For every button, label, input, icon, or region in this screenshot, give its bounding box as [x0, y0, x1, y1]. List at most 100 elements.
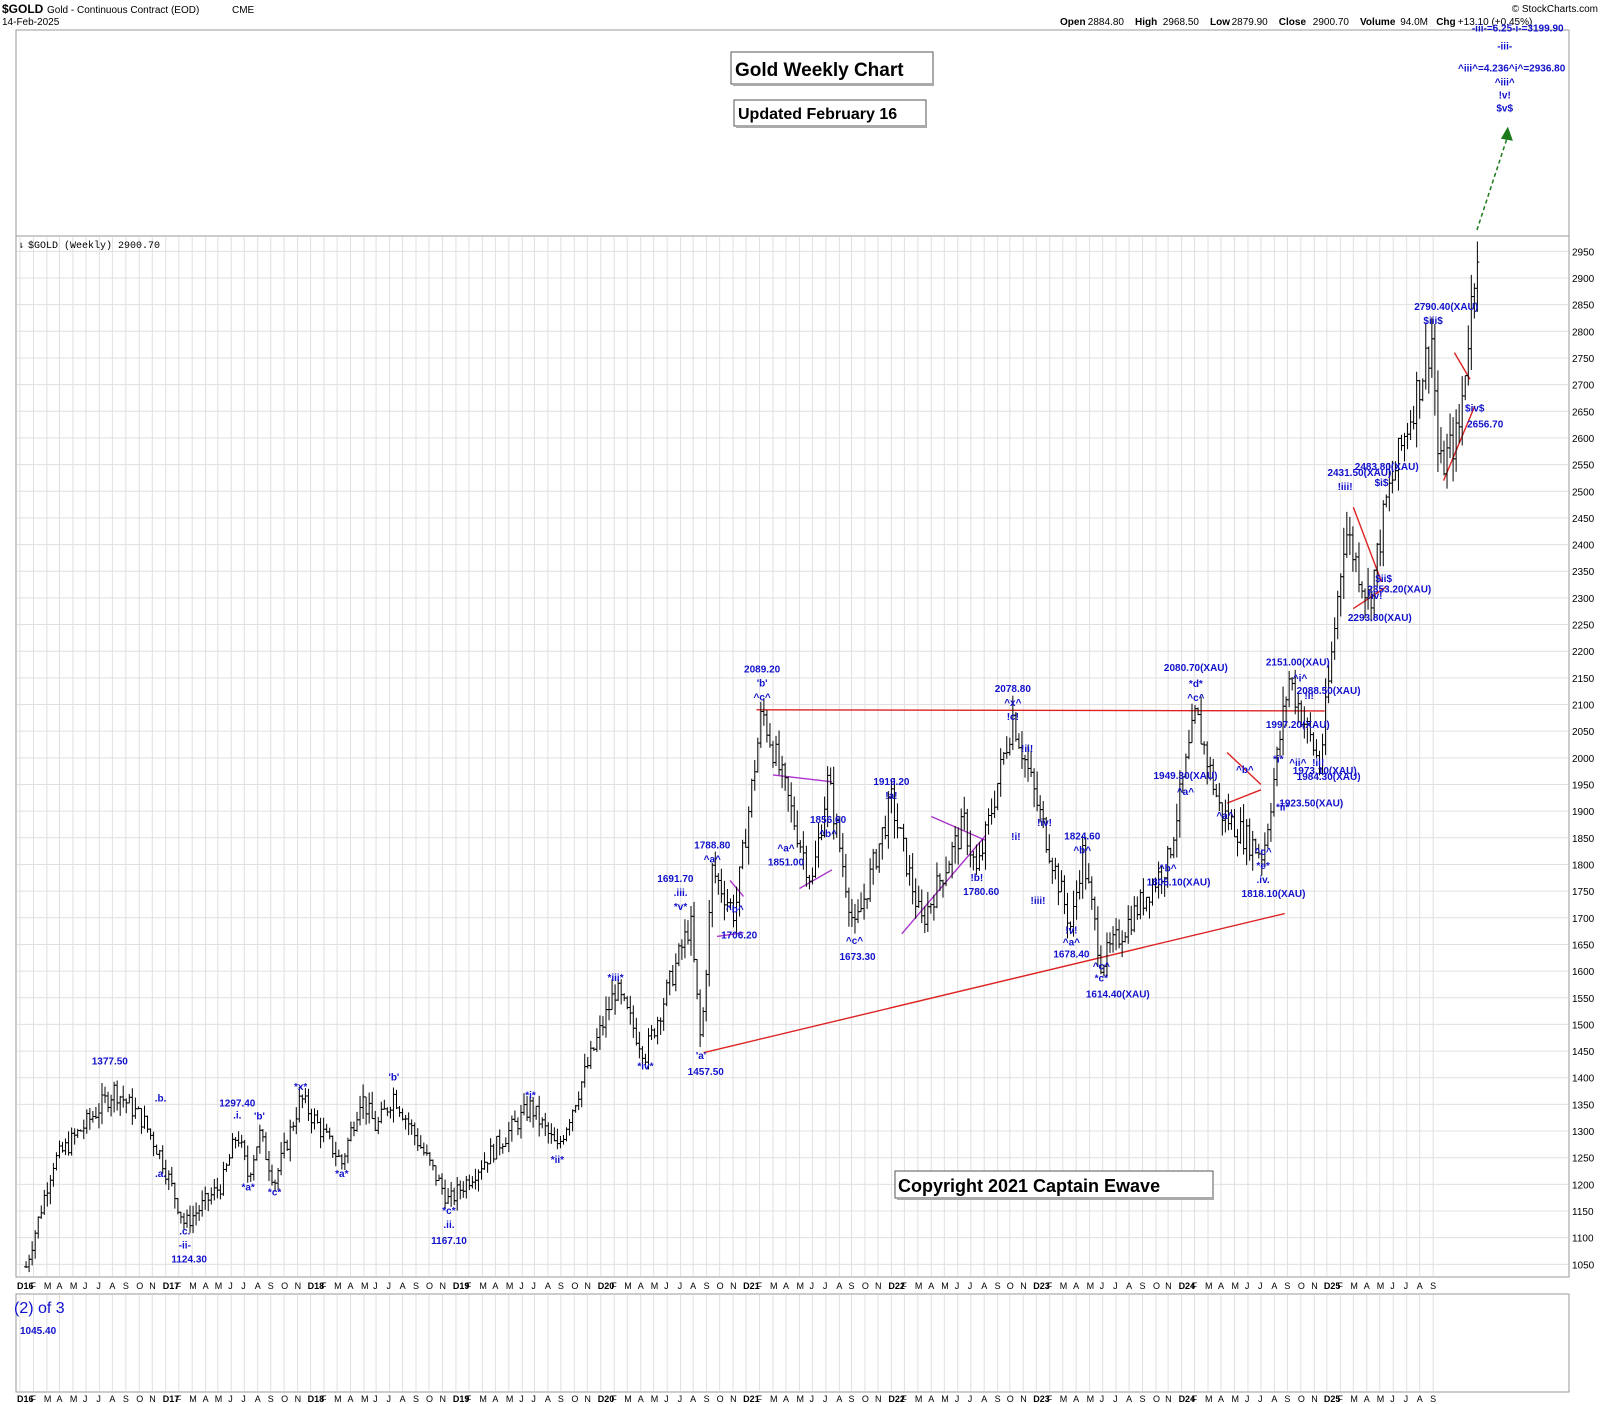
y-tick-label: 2550	[1572, 461, 1595, 472]
x-tick-label: O	[862, 1281, 869, 1291]
x-tick-label: A	[348, 1394, 354, 1404]
x-tick-label: N	[875, 1281, 882, 1291]
x-tick-label: D21	[743, 1394, 760, 1404]
x-tick-label: A	[638, 1281, 644, 1291]
x-tick-label: N	[1165, 1394, 1172, 1404]
y-tick-label: 1400	[1572, 1074, 1595, 1085]
x-tick-label: D16	[17, 1281, 34, 1291]
wave-label: ^a^	[777, 843, 794, 854]
y-tick-label: 2500	[1572, 487, 1595, 498]
x-tick-label: J	[1390, 1281, 1395, 1291]
y-tick-label: 1250	[1572, 1154, 1595, 1165]
x-tick-label: A	[1364, 1281, 1370, 1291]
x-tick-label: N	[1165, 1281, 1172, 1291]
x-tick-label: N	[584, 1394, 591, 1404]
x-tick-label: D21	[743, 1281, 760, 1291]
wave-label: 2790.40(XAU)	[1414, 302, 1478, 313]
y-tick-label: 2850	[1572, 301, 1595, 312]
wave-label: ^c^	[1093, 961, 1110, 972]
x-tick-label: N	[439, 1281, 446, 1291]
wave-label: 'a'	[696, 1051, 706, 1062]
x-tick-label: D18	[308, 1394, 325, 1404]
x-tick-label: A	[928, 1281, 934, 1291]
x-tick-label: J	[1245, 1281, 1250, 1291]
x-tick-label: D17	[163, 1281, 180, 1291]
x-tick-label: N	[584, 1281, 591, 1291]
wave-label: ^a^	[1216, 811, 1233, 822]
x-tick-label: D19	[453, 1394, 470, 1404]
wave-label: 1923.50(XAU)	[1279, 799, 1343, 810]
x-tick-label: J	[387, 1281, 392, 1291]
x-tick-label: D23	[1033, 1394, 1050, 1404]
trendline	[772, 774, 833, 783]
x-tick-label: M	[44, 1394, 52, 1404]
x-tick-label: M	[1377, 1394, 1385, 1404]
x-tick-label: J	[823, 1394, 828, 1404]
y-tick-label: 1650	[1572, 940, 1595, 951]
y-tick-label: 1450	[1572, 1047, 1595, 1058]
wave-label: !b!	[970, 873, 983, 884]
y-tick-label: 2100	[1572, 701, 1595, 712]
wave-label: *i*	[525, 1091, 536, 1102]
x-tick-label: M	[796, 1394, 804, 1404]
x-tick-label: F	[1047, 1281, 1053, 1291]
x-tick-label: A	[1417, 1281, 1423, 1291]
header-symbol: $GOLD	[2, 2, 44, 16]
x-tick-label: A	[203, 1394, 209, 1404]
wave-label: 1706.20	[721, 930, 758, 941]
y-tick-label: 1950	[1572, 780, 1595, 791]
x-tick-label: N	[730, 1394, 737, 1404]
x-tick-label: F	[1337, 1281, 1343, 1291]
x-tick-label: A	[109, 1281, 115, 1291]
x-tick-label: M	[624, 1281, 632, 1291]
x-tick-label: A	[981, 1281, 987, 1291]
x-tick-label: J	[228, 1394, 233, 1404]
x-tick-label: S	[848, 1394, 854, 1404]
y-tick-label: 2750	[1572, 354, 1595, 365]
wave-label: !v!	[1499, 90, 1511, 101]
x-tick-label: A	[545, 1281, 551, 1291]
x-tick-label: S	[413, 1281, 419, 1291]
wave-label: *e*	[1256, 861, 1269, 872]
x-tick-label: A	[1364, 1394, 1370, 1404]
lower-panel-value: 1045.40	[20, 1326, 57, 1337]
wave-label: *d*	[1189, 679, 1203, 690]
lower-panel	[15, 1293, 1570, 1393]
x-tick-label: M	[1350, 1281, 1358, 1291]
wave-label: 1673.30	[839, 952, 876, 963]
x-tick-label: D22	[888, 1281, 905, 1291]
wave-label: !i!	[1011, 832, 1020, 843]
series-label-icon: ⇂	[18, 241, 24, 252]
x-tick-label: F	[466, 1394, 472, 1404]
wave-label: !iii!	[1338, 482, 1353, 493]
wave-label: ^x^	[1004, 698, 1021, 709]
wave-annotations: 1377.50 .b. .a. .c. -ii- 1124.30 1297.40.i. 'b'…	[92, 23, 1566, 1265]
x-tick-label: A	[1073, 1394, 1079, 1404]
x-tick-label: F	[1047, 1394, 1053, 1404]
x-tick-label: M	[361, 1281, 369, 1291]
wave-label: $ii$	[1375, 574, 1392, 585]
wave-label: *iii*	[607, 973, 623, 984]
x-tick-label: J	[519, 1394, 524, 1404]
copyright-box: Copyright 2021 Captain Ewave	[894, 1170, 1214, 1200]
y-tick-label: 2450	[1572, 514, 1595, 525]
x-tick-label: A	[492, 1281, 498, 1291]
wave-label: 1377.50	[92, 1056, 129, 1067]
wave-label: ^a^	[704, 854, 721, 865]
x-tick-label: F	[611, 1394, 617, 1404]
x-tick-label: M	[770, 1281, 778, 1291]
trendline	[1442, 405, 1476, 481]
wave-label: $iii$	[1423, 316, 1443, 327]
wave-label: 1678.40	[1053, 949, 1090, 960]
x-tick-label: F	[1192, 1394, 1198, 1404]
x-tick-label: J	[531, 1394, 536, 1404]
wave-label: ^a^	[1177, 787, 1194, 798]
y-axis: 1050 1100 1150 1200 1250 1300 1350 1400 1450 1500…	[1572, 247, 1595, 1271]
x-tick-label: J	[228, 1281, 233, 1291]
ohlc-label: Chg	[1436, 17, 1455, 28]
x-tick-label: F	[30, 1394, 36, 1404]
x-tick-label: N	[1311, 1281, 1318, 1291]
x-tick-label: F	[611, 1281, 617, 1291]
y-tick-label: 1350	[1572, 1100, 1595, 1111]
